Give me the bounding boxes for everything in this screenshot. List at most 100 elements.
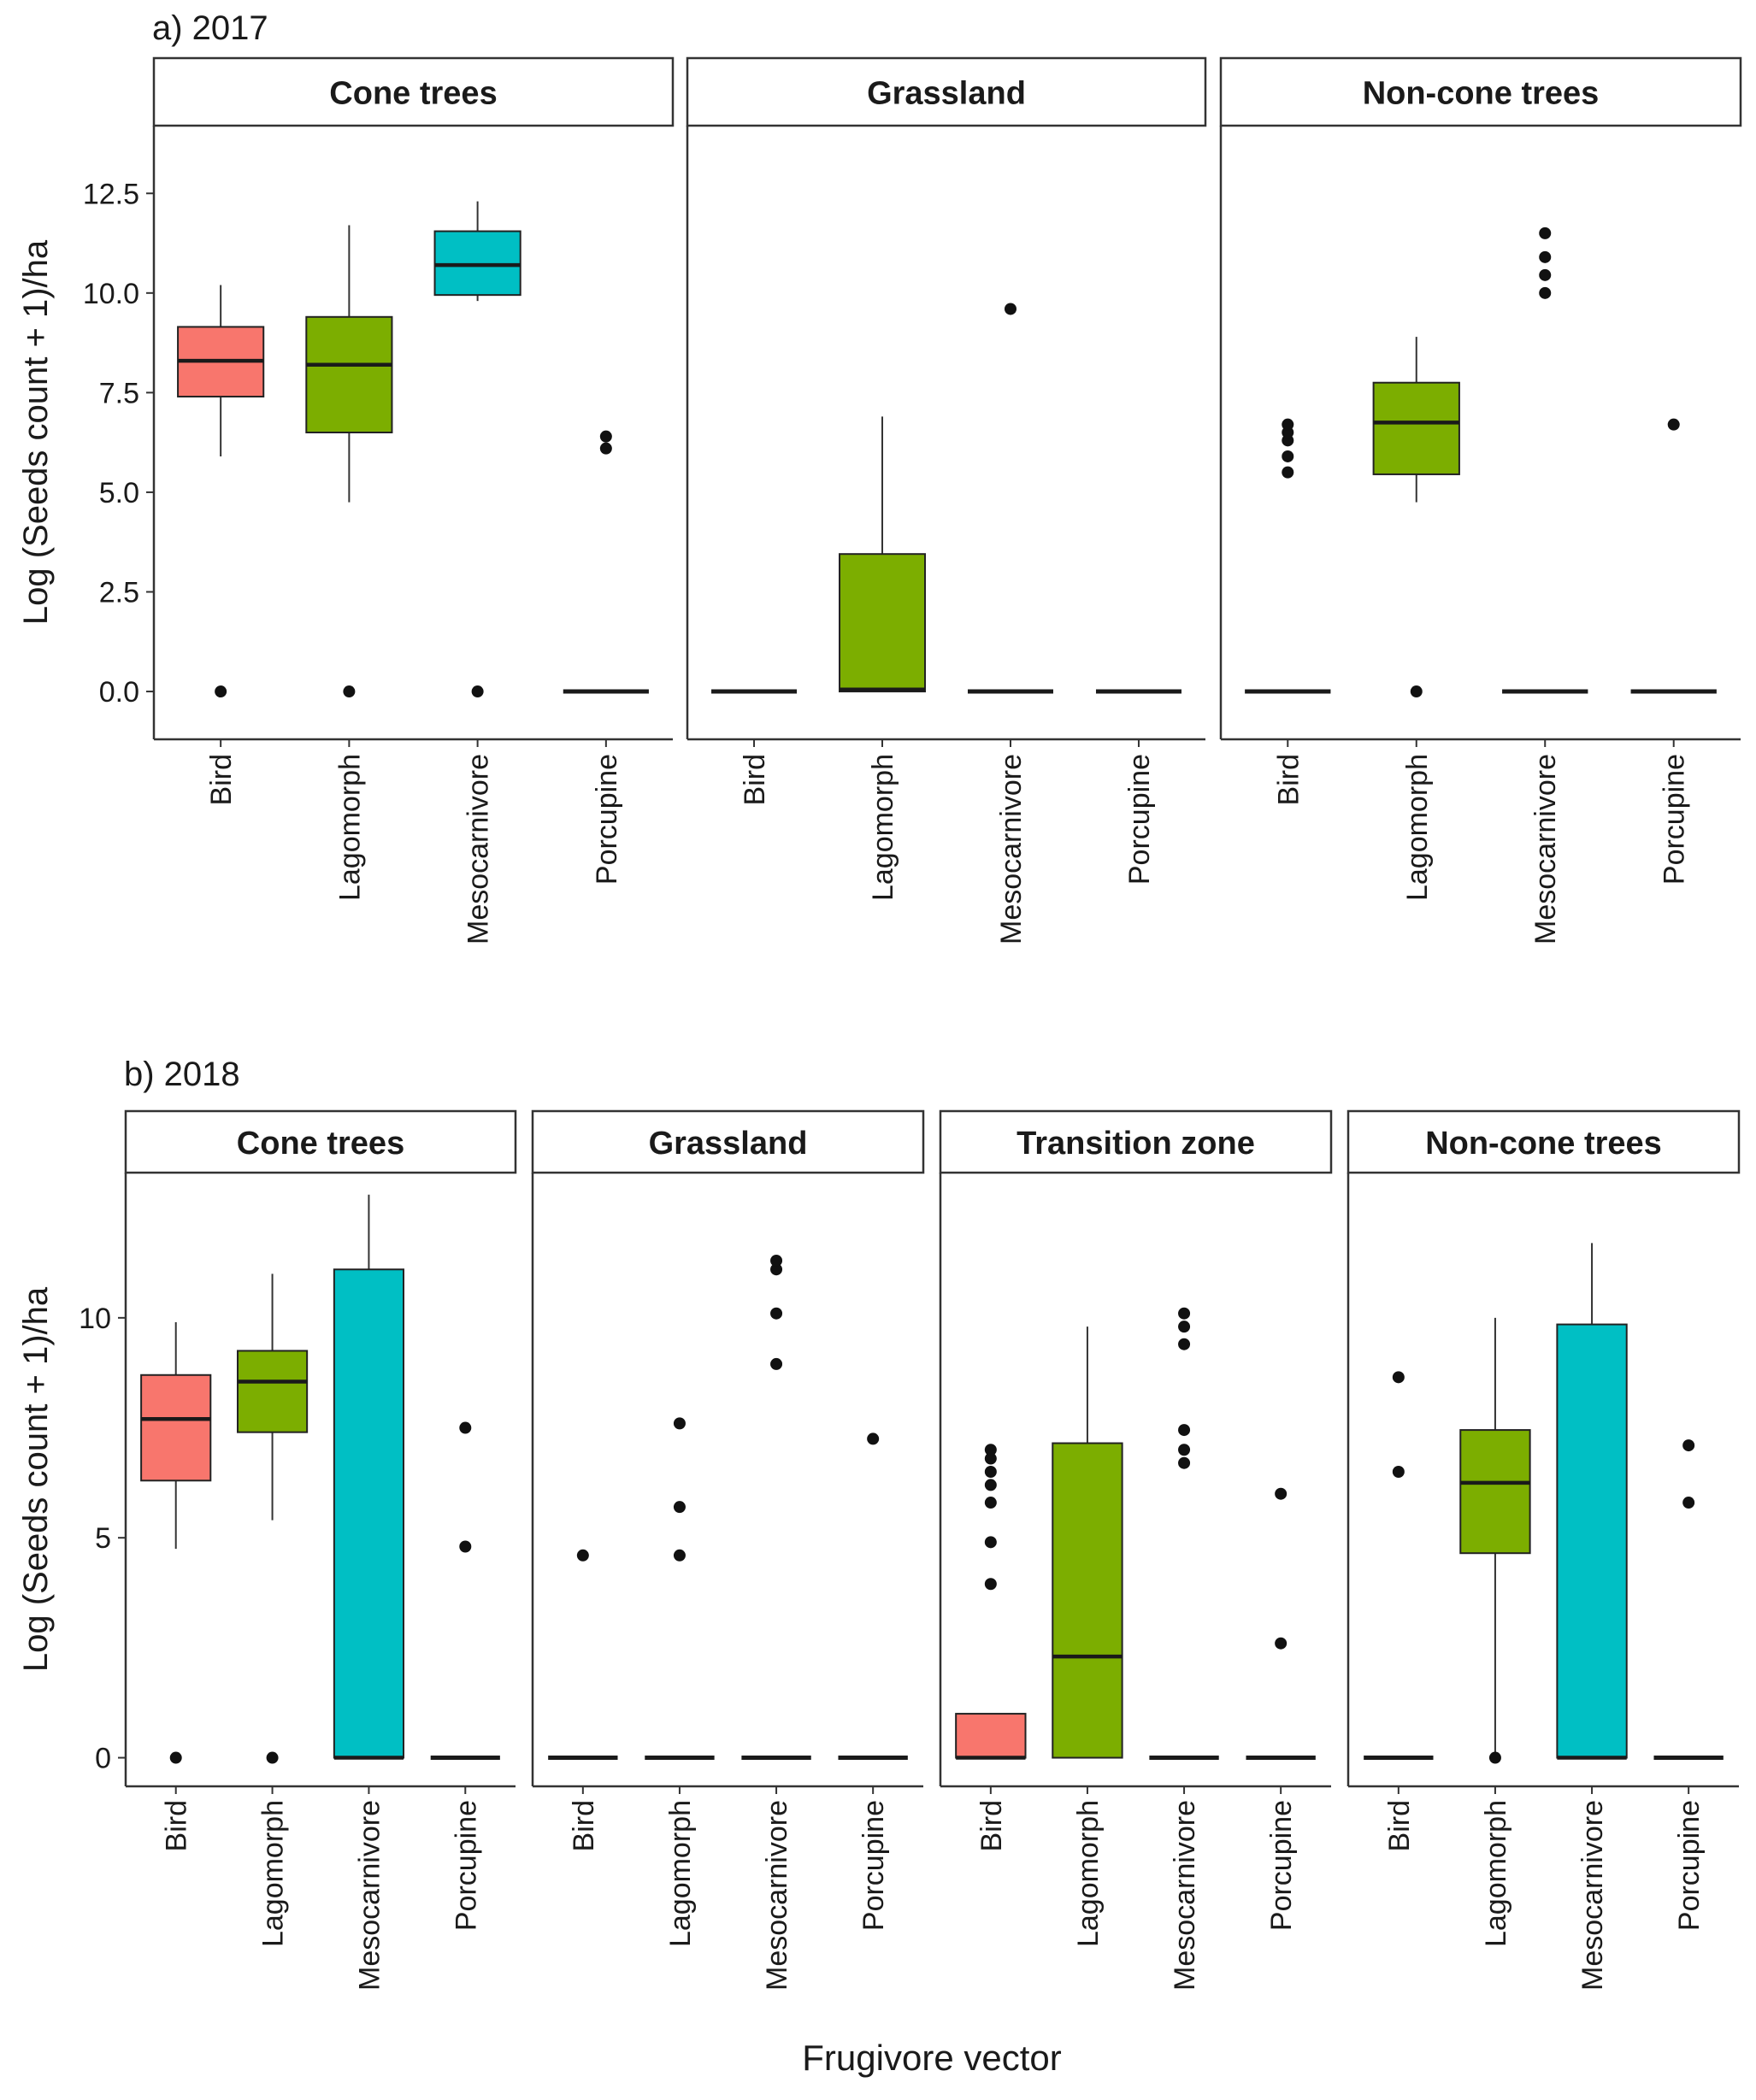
box-lagomorph — [1459, 1317, 1531, 1764]
outlier-point — [1392, 1465, 1405, 1478]
box-porcupine — [1246, 1487, 1316, 1761]
outlier-point — [1682, 1497, 1695, 1509]
outlier-point — [1539, 226, 1552, 239]
x-tick-label: Bird — [568, 1800, 600, 1851]
facet-strip-label: Non-cone trees — [1363, 76, 1600, 112]
panel-title: a) 2017 — [152, 9, 268, 47]
outlier-point — [1392, 1371, 1405, 1384]
panel-title: b) 2018 — [124, 1056, 240, 1093]
box-iqr — [839, 553, 927, 693]
outlier-point — [1275, 1487, 1288, 1500]
y-tick-label: 2.5 — [99, 576, 139, 609]
outlier-point — [770, 1357, 783, 1370]
outlier-point — [1178, 1307, 1191, 1320]
x-tick-label: Mesocarnivore — [463, 754, 495, 944]
y-axis-title: Log (Seeds count + 1)/ha — [17, 1286, 55, 1672]
box-lagomorph — [645, 1417, 715, 1761]
x-tick-label: Bird — [1272, 754, 1305, 805]
outlier-point — [984, 1479, 997, 1491]
facet-non-cone-trees: Non-cone trees Bird Lagomorph Mesocarnivore… — [1346, 1109, 1741, 1991]
y-tick-label: 10.0 — [83, 278, 139, 310]
outlier-point — [984, 1578, 997, 1591]
box-bird — [1245, 418, 1331, 694]
box-porcupine — [563, 430, 649, 694]
box-lagomorph — [839, 416, 927, 693]
x-tick-label: Mesocarnivore — [1529, 754, 1562, 944]
outlier-point — [1539, 268, 1552, 281]
box-iqr — [433, 230, 521, 297]
box-mesocarnivore — [333, 1194, 405, 1760]
facet-strip — [124, 1109, 517, 1174]
facet-strip-label: Non-cone trees — [1425, 1126, 1662, 1162]
x-tick-label: Porcupine — [1265, 1800, 1298, 1931]
facet-strip — [152, 56, 675, 127]
box-porcupine — [430, 1421, 500, 1761]
facet-strip — [686, 56, 1207, 127]
box-mesocarnivore — [1149, 1307, 1219, 1761]
box-iqr — [1556, 1323, 1628, 1759]
box-lagomorph — [1372, 337, 1460, 698]
x-tick-label: Lagomorph — [1480, 1800, 1512, 1947]
outlier-point — [984, 1452, 997, 1465]
facet-cone-trees: Cone trees Bird Lagomorph Mesocarnivore Porc… — [152, 56, 675, 944]
panel-2017: a) 2017 Log (Seeds count + 1)/ha 0.0 2.5 5.0… — [17, 9, 1742, 944]
outlier-point — [169, 1751, 182, 1764]
x-tick-label: Bird — [1383, 1800, 1416, 1851]
x-tick-label: Mesocarnivore — [1169, 1800, 1201, 1991]
box-bird — [548, 1549, 618, 1761]
outlier-point — [343, 685, 356, 698]
box-bird — [955, 1444, 1027, 1760]
outlier-point — [984, 1444, 997, 1456]
outlier-point — [1682, 1439, 1695, 1452]
outlier-point — [673, 1501, 686, 1514]
x-tick-label: Lagomorph — [1401, 754, 1434, 901]
outlier-point — [1282, 450, 1294, 462]
x-tick-label: Bird — [975, 1800, 1008, 1851]
facet-strip-label: Cone trees — [329, 76, 497, 112]
outlier-point — [1178, 1424, 1191, 1437]
x-tick-label: Porcupine — [1659, 754, 1691, 885]
outlier-point — [984, 1536, 997, 1549]
outlier-point — [1004, 303, 1016, 315]
outlier-point — [459, 1421, 472, 1434]
outlier-point — [1410, 685, 1423, 698]
box-iqr — [1459, 1429, 1531, 1555]
x-tick-label: Porcupine — [857, 1800, 890, 1931]
outlier-point — [770, 1263, 783, 1276]
y-tick-label: 0.0 — [99, 676, 139, 709]
facet-non-cone-trees: Non-cone trees Bird Lagomorph Mesocarnivore… — [1219, 56, 1742, 944]
box-lagomorph — [305, 225, 393, 698]
outlier-point — [576, 1549, 589, 1562]
facet-strip — [1346, 1109, 1741, 1174]
box-mesocarnivore — [1502, 226, 1588, 694]
x-tick-label: Lagomorph — [333, 754, 366, 901]
outlier-point — [1488, 1751, 1501, 1764]
box-iqr — [236, 1350, 309, 1433]
facet-strip-label: Grassland — [867, 76, 1026, 112]
y-tick-label: 5 — [95, 1522, 111, 1555]
x-tick-label: Mesocarnivore — [995, 754, 1028, 944]
outlier-point — [599, 430, 612, 443]
box-bird — [140, 1321, 212, 1764]
outlier-point — [599, 442, 612, 455]
box-iqr — [305, 315, 393, 433]
facet-cone-trees: Cone trees Bird Lagomorph Mesocarnivore Porc… — [124, 1109, 517, 1991]
x-tick-label: Porcupine — [1673, 1800, 1706, 1931]
facet-strip-label: Cone trees — [237, 1126, 404, 1162]
outlier-point — [215, 685, 227, 698]
x-tick-label: Mesocarnivore — [1576, 1800, 1609, 1991]
outlier-point — [1667, 418, 1680, 431]
y-tick-label: 10 — [79, 1303, 111, 1335]
x-tick-label: Bird — [205, 754, 238, 805]
x-tick-label: Lagomorph — [1072, 1800, 1105, 1947]
x-tick-label: Lagomorph — [867, 754, 899, 901]
x-tick-label: Porcupine — [591, 754, 623, 885]
outlier-point — [1539, 250, 1552, 263]
outlier-point — [673, 1549, 686, 1562]
outlier-point — [1282, 418, 1294, 431]
x-tick-label: Mesocarnivore — [761, 1800, 793, 1991]
box-iqr — [1052, 1442, 1123, 1759]
box-mesocarnivore — [741, 1254, 811, 1761]
box-bird — [177, 285, 265, 698]
